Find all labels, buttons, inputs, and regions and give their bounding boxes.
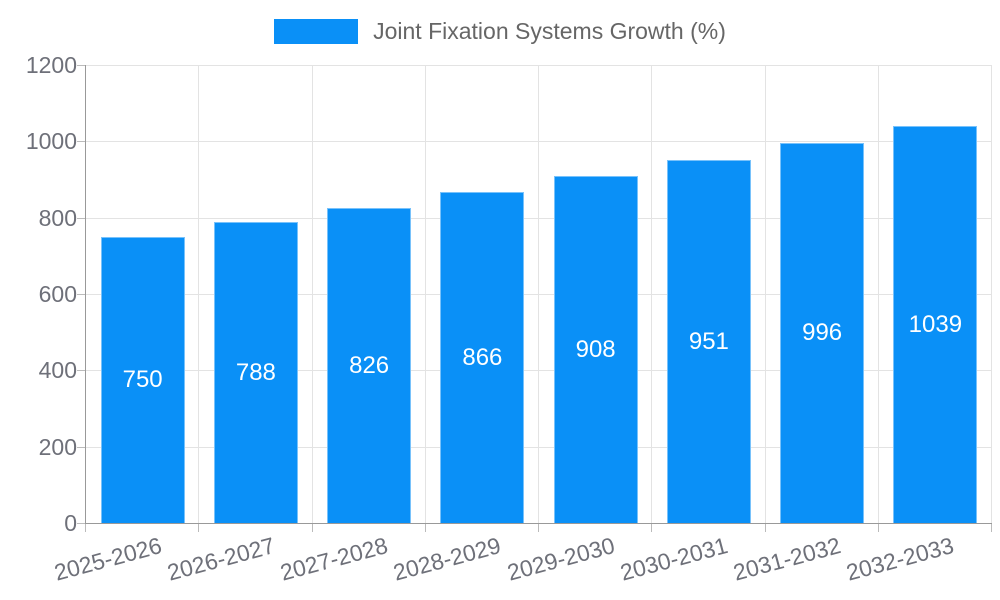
bar-2027-2028[interactable]: 826: [327, 207, 412, 523]
bar-2032-2033[interactable]: 1039: [893, 126, 978, 523]
y-axis-tick: [77, 141, 85, 143]
x-axis-tick: [877, 524, 879, 532]
x-axis-tick: [85, 524, 86, 532]
y-axis-tick-label: 800: [38, 204, 77, 231]
bar-2031-2032[interactable]: 996: [780, 142, 865, 523]
legend-item[interactable]: Joint Fixation Systems Growth (%): [0, 18, 1000, 45]
gridline-vertical: [198, 65, 200, 523]
y-axis-tick: [77, 523, 85, 524]
bar-value-label: 866: [462, 344, 503, 372]
bar-value-label: 826: [349, 351, 390, 379]
gridline-vertical: [651, 65, 653, 523]
gridline-horizontal: [86, 294, 992, 295]
plot-area: 750 788 826 866 908 951 996 1039: [77, 65, 992, 532]
bar-2029-2030[interactable]: 908: [553, 176, 638, 523]
y-axis-tick-label: 600: [38, 281, 77, 307]
gridline-vertical: [764, 65, 766, 523]
x-axis-tick-label: 2027-2028: [277, 532, 391, 586]
x-axis-tick-label: 2030-2031: [617, 532, 731, 586]
bar-value-label: 750: [122, 366, 163, 394]
x-axis-tick: [991, 524, 992, 532]
bar-2028-2029[interactable]: 866: [440, 192, 525, 523]
x-axis-tick-label: 2028-2029: [390, 532, 504, 586]
gridline-horizontal: [86, 446, 992, 448]
y-axis-tick: [77, 65, 85, 66]
bar-2026-2027[interactable]: 788: [213, 222, 298, 523]
y-axis-tick-label: 1200: [25, 52, 77, 78]
bar-value-label: 788: [235, 359, 276, 387]
x-axis-tick: [764, 524, 766, 532]
y-axis-tick-label: 1000: [25, 128, 77, 155]
gridline-horizontal: [86, 65, 992, 66]
x-axis-tick-label: 2029-2030: [504, 532, 618, 586]
y-axis-tick: [77, 370, 85, 372]
legend-label: Joint Fixation Systems Growth (%): [373, 18, 726, 44]
bar-value-label: 1039: [908, 311, 963, 339]
bar-2025-2026[interactable]: 750: [100, 236, 185, 523]
gridline-vertical: [424, 65, 426, 523]
x-axis-tick-label: 2025-2026: [51, 532, 165, 586]
gridline-vertical: [311, 65, 313, 523]
x-axis-tick-label: 2026-2027: [164, 532, 278, 586]
y-axis-tick-label: 0: [64, 510, 77, 536]
bar-value-label: 908: [575, 336, 616, 364]
x-axis-tick-label: 2032-2033: [843, 532, 957, 586]
x-axis-tick-label: 2031-2032: [730, 532, 844, 586]
x-axis-tick: [424, 524, 426, 532]
gridline-vertical: [877, 65, 879, 523]
gridline-vertical: [991, 65, 992, 523]
legend-swatch: [274, 19, 359, 44]
y-axis-tick: [77, 294, 85, 295]
x-axis-tick: [311, 524, 313, 532]
x-axis-tick: [198, 524, 200, 532]
y-axis-tick: [77, 217, 85, 219]
bar-value-label: 996: [802, 319, 843, 347]
x-axis-tick: [651, 524, 653, 532]
y-axis-tick-label: 200: [38, 433, 77, 460]
gridline-horizontal: [86, 217, 992, 219]
bar-value-label: 951: [688, 328, 729, 356]
y-axis-tick: [77, 446, 85, 448]
bar-2030-2031[interactable]: 951: [666, 160, 751, 523]
y-axis-tick-label: 400: [38, 357, 77, 384]
gridline-horizontal: [86, 141, 992, 143]
x-axis-tick: [538, 524, 539, 532]
gridline-vertical: [538, 65, 539, 523]
gridline-horizontal: [86, 370, 992, 372]
